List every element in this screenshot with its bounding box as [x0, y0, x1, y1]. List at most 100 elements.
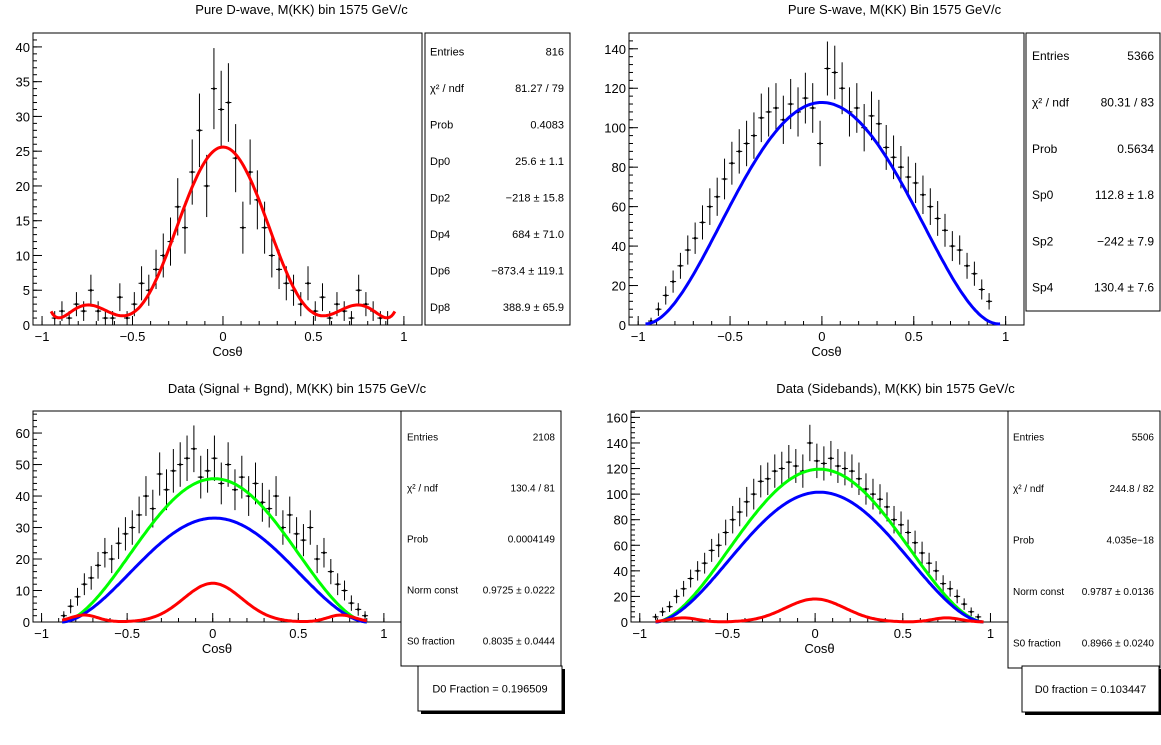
data-point	[657, 307, 660, 311]
data-point	[675, 595, 678, 598]
stats-value: 130.4 ± 7.6	[1094, 281, 1154, 295]
data-point	[176, 205, 180, 209]
data-point	[965, 264, 969, 268]
y-tick-label: 100	[606, 487, 628, 502]
chart-title: Data (Signal + Bgnd), M(KK) bin 1575 GeV…	[168, 381, 427, 396]
chart-title: Pure S-wave, M(KK) Bin 1575 GeV/c	[788, 2, 1002, 17]
data-point	[117, 541, 120, 545]
fit-curve	[49, 145, 397, 320]
y-tick-label: 20	[614, 589, 628, 604]
data-point	[185, 456, 189, 460]
x-tick-label: 0	[209, 626, 216, 641]
fit-curve	[655, 597, 984, 624]
data-point	[843, 467, 847, 470]
data-point	[219, 482, 223, 485]
x-tick-label: 0	[219, 329, 226, 344]
stats-box-frame	[424, 32, 571, 326]
data-point	[885, 505, 889, 509]
chart-panel-1: Pure D-wave, M(KK) bin 1575 GeV/c −1 −0.5 0…	[16, 2, 571, 359]
data-point	[261, 501, 264, 504]
data-point	[906, 175, 910, 179]
data-point	[921, 193, 925, 197]
data-point	[226, 463, 230, 466]
data-point	[980, 288, 984, 291]
data-point	[936, 217, 939, 220]
data-point	[826, 67, 829, 70]
y-tick-label: 30	[16, 521, 30, 536]
x-tick-label: 0.5	[894, 626, 912, 641]
data-point	[82, 309, 85, 313]
data-point	[125, 316, 129, 320]
data-point	[219, 108, 223, 111]
y-tick-label: 120	[606, 462, 628, 477]
data-point	[682, 587, 685, 591]
y-tick-label: 0	[23, 318, 30, 333]
data-point	[322, 551, 326, 555]
data-point	[884, 146, 888, 149]
data-point	[745, 500, 749, 504]
data-point	[144, 494, 148, 498]
data-point	[60, 309, 64, 313]
stats-box: Entries 2108 χ² / ndf 130.4 / 81 Prob 0.00041…	[400, 410, 562, 667]
chart-title: Pure D-wave, M(KK) bin 1575 GeV/c	[195, 2, 408, 17]
data-point	[840, 86, 844, 90]
stats-label: Entries	[1013, 433, 1044, 444]
data-point	[661, 610, 664, 614]
data-point	[815, 459, 819, 463]
data-point	[951, 244, 954, 248]
data-point	[899, 523, 903, 527]
data-point	[654, 615, 657, 619]
x-tick-label: −1	[632, 626, 647, 641]
y-tick-label: 30	[16, 109, 30, 124]
fit-curve	[645, 101, 1001, 326]
x-tick-label: 1	[380, 626, 387, 641]
data-point	[328, 316, 332, 320]
data-point	[920, 551, 924, 555]
x-tick-label: −0.5	[114, 626, 140, 641]
data-point	[130, 526, 134, 529]
stats-value: 816	[546, 46, 564, 58]
data-point	[277, 268, 281, 271]
data-point	[241, 226, 245, 229]
x-tick-label: 0.5	[289, 626, 307, 641]
data-point	[929, 205, 932, 208]
data-point	[943, 228, 947, 232]
plot-frame	[628, 32, 1025, 326]
data-point	[111, 316, 114, 320]
y-tick-label: 15	[16, 214, 30, 229]
data-point	[96, 309, 100, 313]
data-point	[363, 614, 367, 618]
data-point	[154, 268, 158, 271]
data-point	[192, 447, 196, 451]
data-point	[356, 608, 360, 611]
stats-label: Norm const	[407, 586, 458, 597]
data-point	[738, 510, 742, 514]
data-point	[833, 71, 837, 74]
data-point	[941, 582, 945, 585]
data-point	[822, 462, 826, 465]
data-point	[723, 177, 726, 181]
stats-value: 0.8966 ± 0.0240	[1082, 638, 1155, 649]
x-axis-label: Cosθ	[212, 344, 242, 359]
stats-label: Dp0	[430, 156, 450, 168]
stats-value: 81.27 / 79	[515, 83, 564, 95]
stats-value: −242 ± 7.9	[1097, 234, 1154, 248]
data-point	[350, 316, 353, 320]
data-point	[206, 469, 209, 473]
fit-curve	[655, 467, 984, 624]
data-point	[295, 532, 298, 536]
data-point	[780, 467, 784, 470]
data-point	[69, 604, 72, 608]
stats-label: Dp8	[430, 302, 450, 314]
data-point	[172, 469, 175, 473]
data-point	[752, 492, 756, 496]
y-tick-label: 100	[604, 121, 626, 136]
data-point	[104, 316, 107, 320]
data-point	[864, 487, 868, 491]
stats-label: Prob	[1013, 536, 1035, 547]
y-tick-label: 20	[16, 179, 30, 194]
stats-box-frame	[400, 410, 562, 667]
data-point	[913, 541, 917, 545]
stats-value: 2108	[533, 433, 556, 444]
stats-label: Sp2	[1032, 234, 1054, 248]
